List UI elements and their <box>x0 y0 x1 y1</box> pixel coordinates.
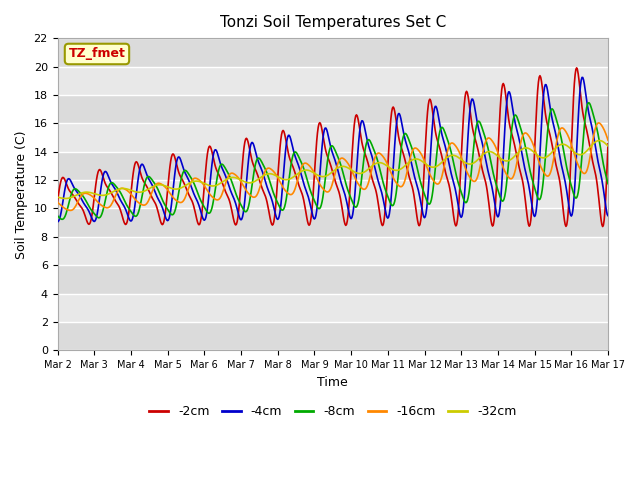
Bar <box>58 208 608 237</box>
Line: -8cm: -8cm <box>58 103 608 219</box>
-16cm <box>433 181 440 187</box>
-2cm <box>604 141 612 147</box>
-8cm <box>585 100 593 106</box>
-8cm <box>325 150 333 156</box>
-8cm <box>58 216 66 222</box>
Title: Tonzi Soil Temperatures Set C: Tonzi Soil Temperatures Set C <box>220 15 446 30</box>
-32cm <box>61 196 69 202</box>
Line: -32cm: -32cm <box>58 141 608 199</box>
Bar <box>58 265 608 294</box>
Bar <box>58 152 608 180</box>
-2cm <box>554 168 561 174</box>
-4cm <box>198 213 206 219</box>
-4cm <box>432 104 440 109</box>
-32cm <box>175 186 183 192</box>
Bar <box>58 322 608 350</box>
-2cm <box>198 208 206 214</box>
-32cm <box>199 180 207 186</box>
Y-axis label: Soil Temperature (C): Soil Temperature (C) <box>15 130 28 259</box>
-16cm <box>604 137 612 143</box>
Bar <box>58 95 608 123</box>
-32cm <box>54 194 61 200</box>
-32cm <box>604 143 612 149</box>
-16cm <box>325 189 333 194</box>
X-axis label: Time: Time <box>317 376 348 389</box>
Line: -4cm: -4cm <box>58 77 608 222</box>
-8cm <box>199 202 207 207</box>
-2cm <box>432 132 440 137</box>
-16cm <box>54 200 61 205</box>
Bar <box>58 38 608 67</box>
-32cm <box>554 143 562 149</box>
-32cm <box>379 160 387 166</box>
-16cm <box>554 132 562 137</box>
-4cm <box>175 154 182 160</box>
Line: -16cm: -16cm <box>58 123 608 210</box>
-4cm <box>554 141 561 146</box>
-4cm <box>378 190 385 195</box>
Legend: -2cm, -4cm, -8cm, -16cm, -32cm: -2cm, -4cm, -8cm, -16cm, -32cm <box>144 400 522 423</box>
Line: -2cm: -2cm <box>58 68 608 227</box>
-16cm <box>199 181 207 187</box>
Text: TZ_fmet: TZ_fmet <box>68 48 125 60</box>
-8cm <box>433 151 440 156</box>
-8cm <box>54 213 61 219</box>
-8cm <box>604 181 612 187</box>
-2cm <box>54 198 61 204</box>
-4cm <box>54 219 61 225</box>
-32cm <box>433 163 440 169</box>
-2cm <box>324 156 332 161</box>
-4cm <box>604 213 612 218</box>
-4cm <box>578 74 586 80</box>
-16cm <box>595 120 603 126</box>
-8cm <box>554 123 562 129</box>
-32cm <box>596 138 604 144</box>
-32cm <box>325 171 333 177</box>
-16cm <box>175 199 183 205</box>
-2cm <box>573 65 580 71</box>
-8cm <box>175 187 183 193</box>
-2cm <box>599 224 607 229</box>
-16cm <box>67 207 74 213</box>
-2cm <box>378 221 385 227</box>
-8cm <box>379 177 387 183</box>
-4cm <box>324 132 332 138</box>
-16cm <box>379 153 387 159</box>
-2cm <box>175 168 182 174</box>
